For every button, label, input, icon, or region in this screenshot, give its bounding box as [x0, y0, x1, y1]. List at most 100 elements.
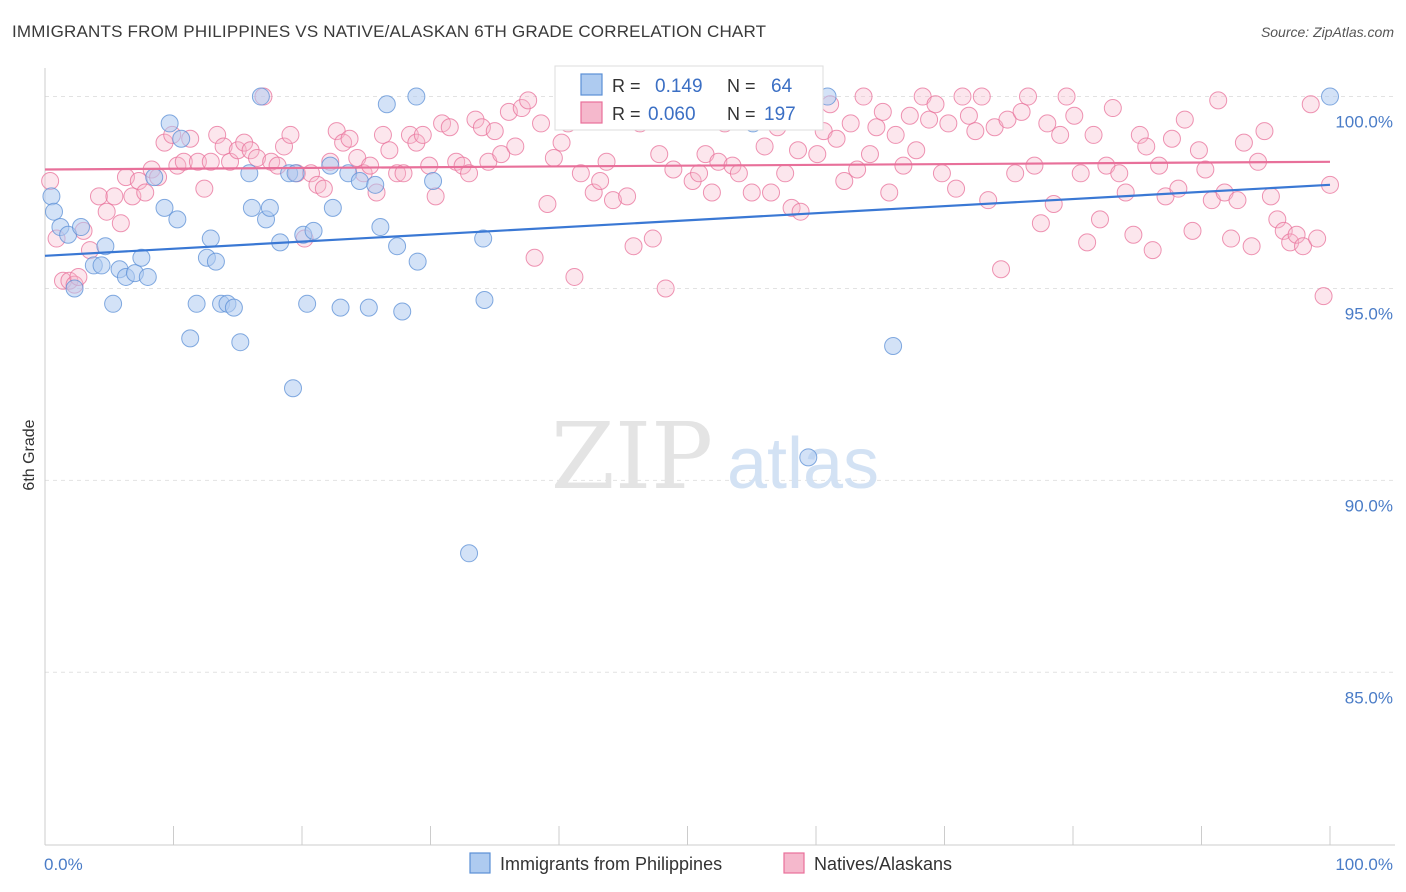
tick-labels: 85.0% 90.0% 95.0% 100.0% 0.0% 100.0%: [44, 113, 1393, 874]
point-natives: [525, 248, 544, 267]
legend-natives-swatch-icon: [783, 852, 805, 874]
point-natives: [624, 237, 643, 256]
point-natives: [571, 164, 590, 183]
trend-line-natives: [44, 160, 1331, 171]
point-natives: [519, 91, 538, 110]
point-immigrants: [799, 448, 818, 467]
series-immigrants-philippines: [42, 87, 1339, 563]
point-immigrants: [408, 252, 427, 271]
y-tick-label: 100.0%: [1335, 113, 1393, 132]
point-natives: [1150, 156, 1169, 175]
legend-immigrants-label: Immigrants from Philippines: [500, 854, 722, 874]
point-natives: [782, 198, 801, 217]
point-immigrants: [71, 218, 90, 237]
point-natives: [506, 137, 525, 156]
point-natives: [532, 114, 551, 133]
point-immigrants: [65, 279, 84, 298]
point-natives: [1110, 164, 1129, 183]
point-natives: [538, 195, 557, 214]
point-natives: [89, 187, 108, 206]
x-tick-label: 0.0%: [44, 855, 83, 874]
point-natives: [400, 125, 419, 144]
point-natives: [603, 191, 622, 210]
point-natives: [1228, 191, 1247, 210]
point-immigrants: [388, 237, 407, 256]
point-natives: [1116, 183, 1135, 202]
point-natives: [1025, 156, 1044, 175]
point-immigrants: [187, 294, 206, 313]
point-natives: [1124, 225, 1143, 244]
y-axis-label: 6th Grade: [21, 419, 38, 490]
y-tick-label: 85.0%: [1345, 688, 1393, 707]
axes: [44, 68, 1395, 846]
point-natives: [900, 106, 919, 125]
point-natives: [1031, 214, 1050, 233]
point-natives: [886, 125, 905, 144]
point-natives: [791, 202, 810, 221]
point-immigrants: [424, 171, 443, 190]
point-natives: [854, 87, 873, 106]
point-natives: [195, 179, 214, 198]
point-natives: [979, 191, 998, 210]
chart-title: IMMIGRANTS FROM PHILIPPINES VS NATIVE/AL…: [12, 22, 767, 41]
point-natives: [1130, 125, 1149, 144]
legend-swatch-blue-icon: [580, 73, 603, 96]
trend-lines: [44, 160, 1331, 257]
chart-source: Source: ZipAtlas.com: [1260, 24, 1394, 40]
point-natives: [380, 141, 399, 160]
point-immigrants: [145, 168, 164, 187]
point-natives: [136, 183, 155, 202]
point-natives: [453, 156, 472, 175]
point-natives: [1071, 164, 1090, 183]
point-natives: [907, 141, 926, 160]
point-natives: [643, 229, 662, 248]
point-natives: [618, 187, 637, 206]
point-natives: [959, 106, 978, 125]
point-natives: [281, 125, 300, 144]
legend-n-value-2: 197: [764, 104, 796, 125]
point-natives: [1209, 91, 1228, 110]
point-natives: [591, 171, 610, 190]
point-natives: [650, 145, 669, 164]
watermark-zip: ZIP: [551, 403, 713, 510]
point-natives: [860, 145, 879, 164]
y-tick-label: 95.0%: [1345, 304, 1393, 323]
point-natives: [235, 133, 254, 152]
point-natives: [1314, 287, 1333, 306]
point-immigrants: [42, 187, 61, 206]
point-immigrants: [92, 256, 111, 275]
point-natives: [407, 133, 426, 152]
point-natives: [1137, 137, 1156, 156]
point-natives: [808, 145, 827, 164]
legend-r-label-2: R =: [612, 104, 641, 124]
watermark: ZIP atlas: [551, 403, 879, 510]
point-immigrants: [224, 298, 243, 317]
point-natives: [690, 164, 709, 183]
point-natives: [188, 152, 207, 171]
point-natives: [966, 122, 985, 141]
point-immigrants: [168, 210, 187, 229]
legend-immigrants-swatch-icon: [469, 852, 491, 874]
point-natives: [1019, 87, 1038, 106]
point-immigrants: [284, 379, 303, 398]
point-natives: [1143, 241, 1162, 260]
point-natives: [742, 183, 761, 202]
point-natives: [762, 183, 781, 202]
point-natives: [992, 260, 1011, 279]
point-natives: [155, 133, 174, 152]
point-immigrants: [474, 229, 493, 248]
point-immigrants: [350, 171, 369, 190]
point-natives: [373, 125, 392, 144]
point-natives: [1183, 221, 1202, 240]
point-immigrants: [1321, 87, 1339, 106]
point-natives: [275, 137, 294, 156]
point-immigrants: [366, 175, 385, 194]
point-natives: [1084, 125, 1103, 144]
point-natives: [1308, 229, 1327, 248]
point-natives: [880, 183, 899, 202]
point-natives: [873, 102, 892, 121]
point-immigrants: [251, 87, 270, 106]
point-natives: [584, 183, 603, 202]
point-natives: [867, 118, 886, 137]
